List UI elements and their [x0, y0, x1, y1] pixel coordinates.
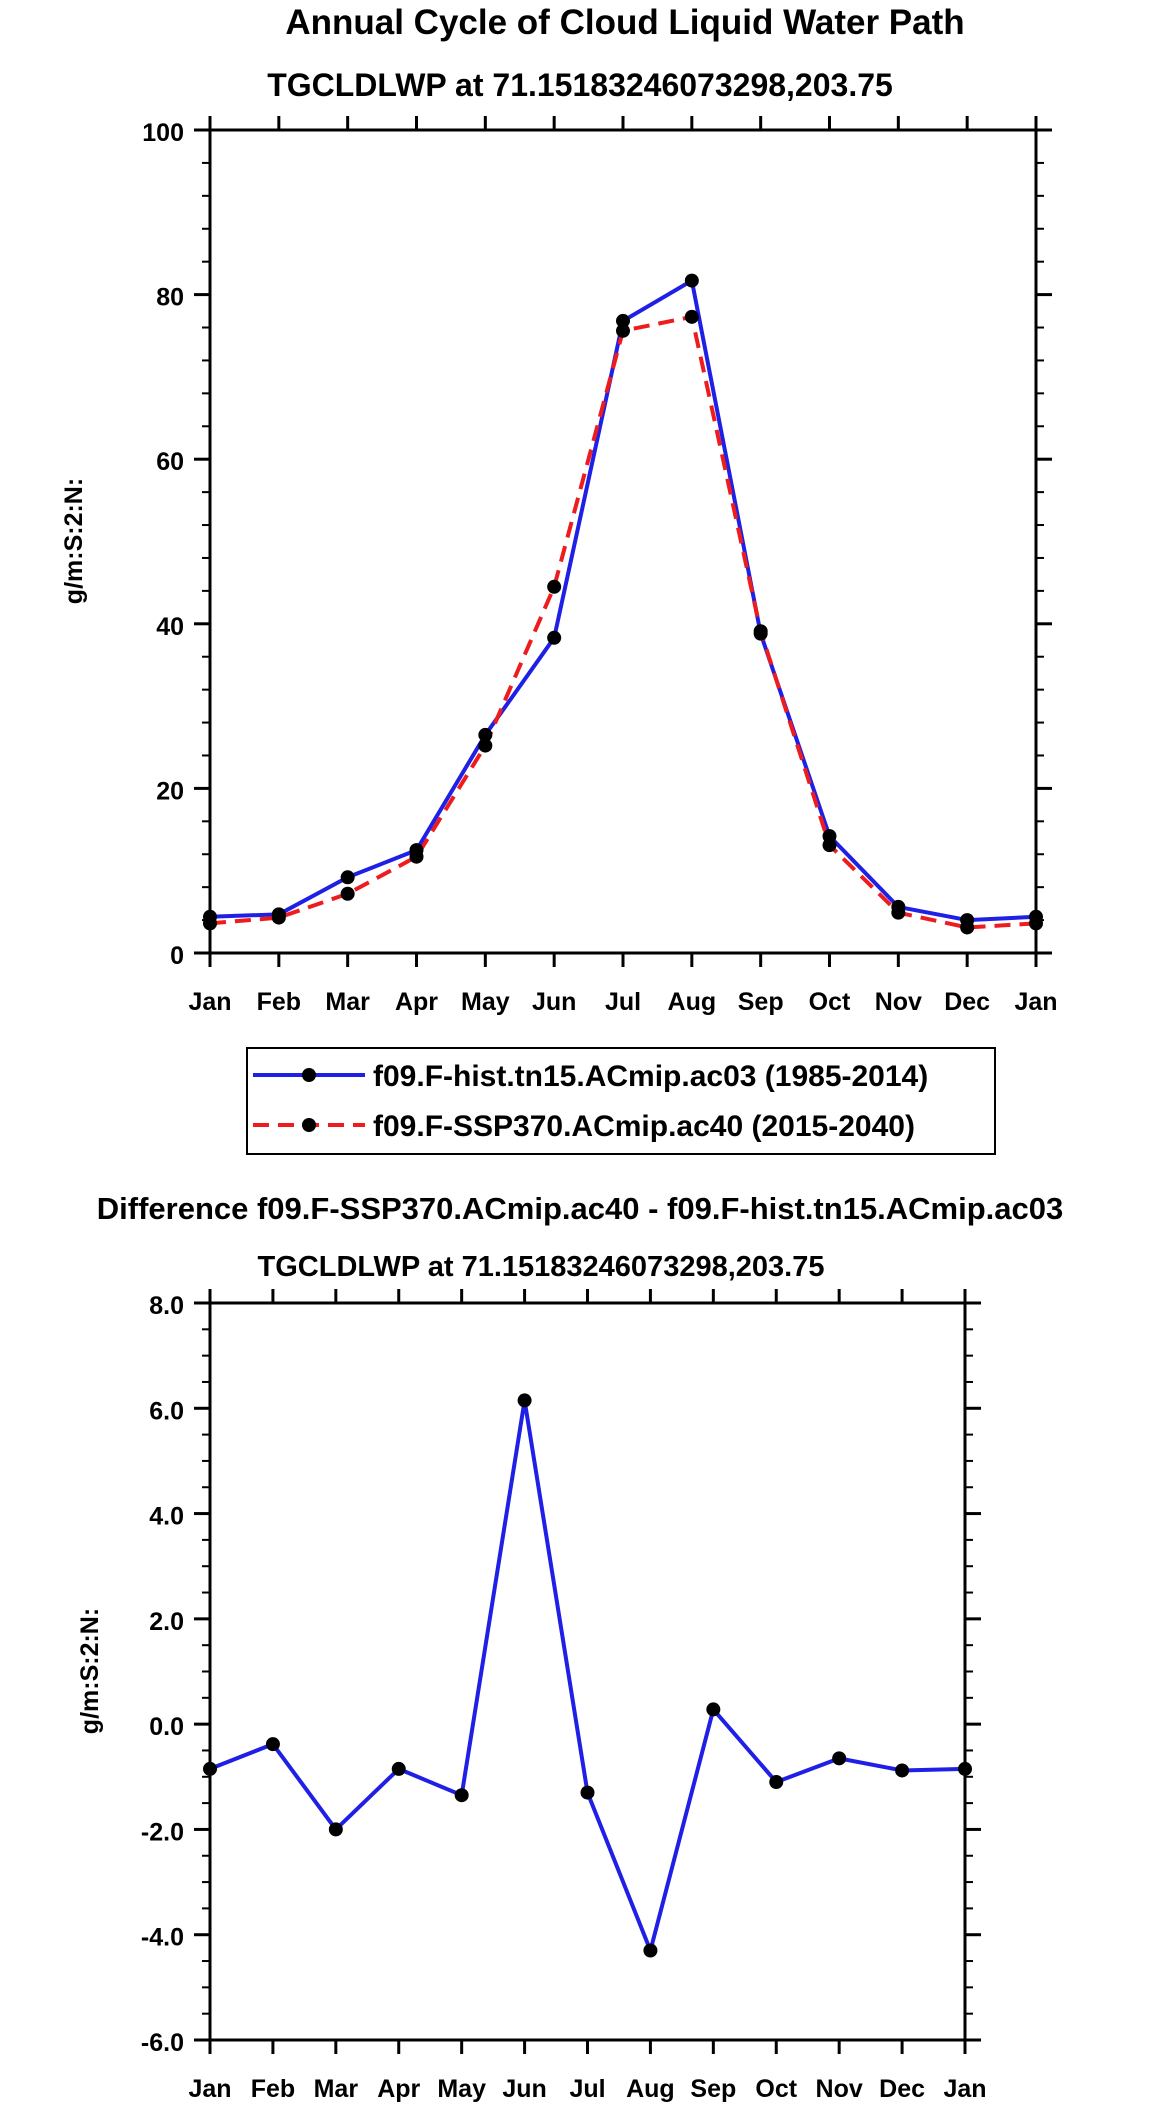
data-point: [684, 309, 699, 324]
data-point: [478, 727, 493, 742]
x-tick-label: Sep: [690, 2075, 736, 2103]
chart1-title: Annual Cycle of Cloud Liquid Water Path: [285, 3, 964, 42]
y-tick-label: 0.0: [149, 1713, 184, 1741]
x-tick-label: Jun: [532, 988, 576, 1016]
x-tick-label: Jan: [1014, 988, 1057, 1016]
legend-ssp-marker: [302, 1118, 316, 1132]
data-point: [822, 838, 837, 853]
x-tick-label: Mar: [314, 2075, 359, 2103]
y-tick-label: 0: [170, 942, 184, 970]
data-point: [1029, 916, 1043, 931]
data-point: [265, 1737, 280, 1752]
data-point: [706, 1702, 721, 1717]
y-tick-label: 2.0: [149, 1608, 184, 1636]
data-point: [643, 1943, 658, 1958]
y-tick-label: -6.0: [141, 2029, 184, 2057]
data-point: [203, 1761, 217, 1776]
series-line-1: [209, 278, 1037, 923]
data-point: [684, 273, 699, 288]
y-tick-label: 100: [142, 119, 184, 147]
data-point: [340, 886, 355, 901]
y-tick-label: 8.0: [149, 1292, 184, 1320]
data-point: [409, 849, 424, 864]
x-tick-label: Oct: [809, 988, 851, 1016]
legend-box: [246, 1047, 996, 1155]
data-point: [895, 1763, 910, 1778]
x-tick-label: Jun: [502, 2075, 546, 2103]
data-point: [616, 323, 630, 338]
x-tick-label: Dec: [879, 2075, 925, 2103]
x-tick-label: Oct: [755, 2075, 797, 2103]
chart1-subtitle: TGCLDLWP at 71.15183246073298,203.75: [267, 67, 893, 103]
x-tick-label: Apr: [395, 988, 438, 1016]
data-point: [616, 313, 630, 328]
data-point: [478, 738, 493, 753]
data-point: [547, 579, 562, 594]
data-point: [391, 1761, 406, 1776]
y-axis-label: g/m:S:2:N:: [76, 1608, 104, 1734]
x-tick-label: Jul: [569, 2075, 605, 2103]
data-point: [958, 1761, 972, 1776]
data-point: [340, 870, 355, 885]
x-tick-label: Dec: [944, 988, 990, 1016]
x-tick-label: Feb: [251, 2075, 295, 2103]
x-tick-label: May: [461, 988, 510, 1016]
y-tick-label: 40: [156, 613, 184, 641]
y-tick-label: 4.0: [149, 1503, 184, 1531]
data-point: [769, 1775, 784, 1790]
plot-frame: [208, 1301, 967, 2042]
y-tick-label: 60: [156, 448, 184, 476]
y-tick-label: 6.0: [149, 1397, 184, 1425]
data-point: [203, 916, 217, 931]
y-tick-label: 20: [156, 777, 184, 805]
x-tick-label: Jul: [605, 988, 641, 1016]
data-point: [891, 905, 906, 920]
x-tick-label: Aug: [626, 2075, 675, 2103]
x-tick-label: Feb: [257, 988, 301, 1016]
x-tick-label: Nov: [875, 988, 922, 1016]
y-tick-label: -2.0: [141, 1818, 184, 1846]
data-point: [580, 1785, 595, 1800]
x-tick-label: Sep: [738, 988, 784, 1016]
data-point: [454, 1788, 469, 1803]
data-point: [832, 1751, 847, 1766]
chart2-title: Difference f09.F-SSP370.ACmip.ac40 - f09…: [97, 1191, 1064, 1226]
data-point: [328, 1822, 343, 1837]
y-tick-label: 80: [156, 284, 184, 312]
legend: f09.F-hist.tn15.ACmip.ac03 (1985-2014) f…: [246, 1047, 996, 1155]
series-line-1: [209, 1398, 966, 1953]
legend-hist-label: f09.F-hist.tn15.ACmip.ac03 (1985-2014): [373, 1060, 928, 1093]
chart1-plot: Jan Feb Mar Apr May Jun Jul Aug Sep Oct Nov Dec Jan0…: [60, 116, 1058, 1016]
plot-frame: [208, 128, 1038, 955]
x-tick-label: Apr: [377, 2075, 420, 2103]
data-point: [547, 630, 562, 645]
legend-hist-marker: [302, 1068, 316, 1082]
data-point: [271, 910, 286, 925]
y-axis-label: g/m:S:2:N:: [60, 478, 88, 604]
chart2-plot: Jan Feb Mar Apr May Jun Jul Aug Sep Oct Nov Dec Jan-…: [76, 1289, 987, 2103]
x-tick-label: Nov: [816, 2075, 863, 2103]
y-tick-label: -4.0: [141, 1924, 184, 1952]
legend-ssp-label: f09.F-SSP370.ACmip.ac40 (2015-2040): [373, 1110, 915, 1143]
data-point: [960, 920, 975, 935]
x-tick-label: Jan: [188, 988, 231, 1016]
x-tick-label: Aug: [668, 988, 717, 1016]
data-point: [517, 1393, 532, 1408]
x-tick-label: Mar: [325, 988, 370, 1016]
x-tick-label: Jan: [188, 2075, 231, 2103]
x-tick-label: Jan: [943, 2075, 986, 2103]
x-tick-label: May: [437, 2075, 486, 2103]
chart2-subtitle: TGCLDLWP at 71.15183246073298,203.75: [258, 1251, 825, 1283]
series-line-2: [209, 314, 1037, 930]
data-point: [753, 624, 768, 639]
